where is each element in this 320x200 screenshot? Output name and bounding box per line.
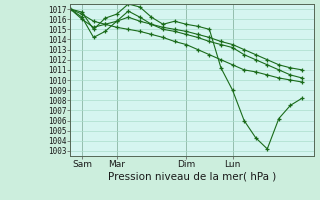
X-axis label: Pression niveau de la mer( hPa ): Pression niveau de la mer( hPa ) xyxy=(108,172,276,182)
